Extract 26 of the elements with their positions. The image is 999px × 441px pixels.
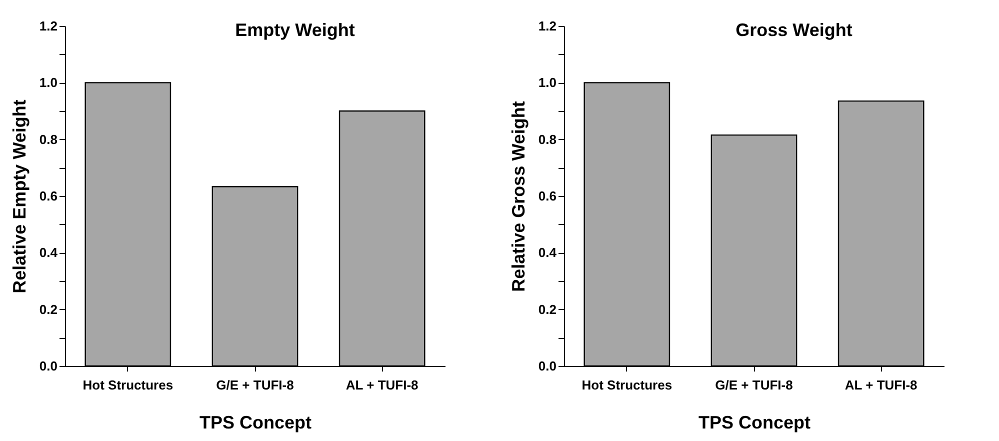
y-tick-label: 1.2 — [39, 18, 58, 34]
x-tick-label: G/E + TUFI-8 — [216, 378, 294, 392]
x-tick-label: AL + TUFI-8 — [844, 378, 918, 392]
y-tick-label: 0.2 — [39, 302, 58, 317]
x-tick-label: Hot Structures — [82, 378, 174, 392]
x-tick-label: G/E + TUFI-8 — [715, 378, 793, 392]
x-tick-label: Hot Structures — [582, 378, 672, 392]
y-tick-label: 1.0 — [39, 75, 58, 90]
y-tick-label: 0.8 — [39, 132, 58, 147]
y-tick-label: 1.2 — [538, 18, 556, 34]
y-tick-label: 0.0 — [39, 358, 58, 374]
y-tick-label: 0.4 — [538, 245, 558, 260]
y-axis-title: Relative Empty Weight — [9, 100, 30, 294]
y-tick-label: 0.6 — [538, 188, 556, 204]
x-tick-label: AL + TUFI-8 — [346, 378, 418, 392]
y-axis-title: Relative Gross Weight — [508, 101, 528, 292]
y-tick-label: 0.0 — [538, 358, 556, 374]
y-tick-label: 1.0 — [538, 75, 556, 90]
y-tick-label: 0.2 — [538, 302, 556, 317]
chart-title: Gross Weight — [736, 20, 852, 40]
y-tick-label: 0.8 — [538, 132, 556, 147]
x-axis-title: TPS Concept — [698, 412, 811, 432]
x-axis-title: TPS Concept — [199, 412, 312, 432]
y-tick-label: 0.6 — [39, 188, 58, 204]
y-tick-label: 0.4 — [39, 245, 58, 260]
chart-title: Empty Weight — [235, 20, 355, 40]
